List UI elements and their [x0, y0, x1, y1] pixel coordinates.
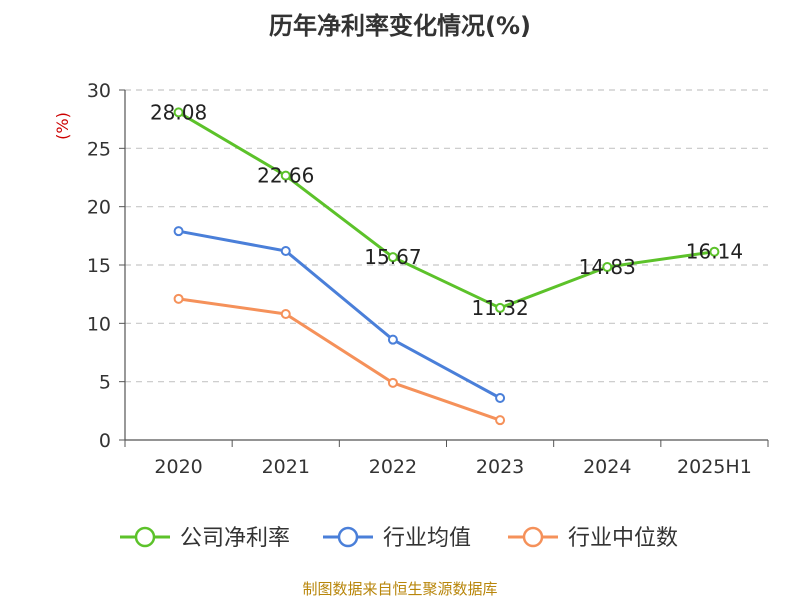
legend-label: 行业中位数	[568, 526, 678, 551]
data-point	[495, 302, 506, 313]
data-point	[602, 261, 613, 272]
legend: 公司净利率 行业均值 行业中位数	[120, 526, 678, 551]
data-point	[387, 334, 398, 345]
data-label: 15.67	[364, 245, 421, 269]
x-tick-label: 2024	[583, 456, 631, 478]
x-tick-label: 2020	[154, 456, 202, 478]
data-point	[173, 107, 184, 118]
axes: 0 5 10 15 20 25 30 2020 2021 2022 2023 2024 2025H1	[87, 80, 769, 478]
y-axis-unit: (%)	[53, 112, 72, 140]
data-label: 14.83	[579, 255, 636, 279]
y-tick-label: 5	[99, 372, 111, 394]
y-tick-label: 20	[87, 197, 111, 219]
data-point	[387, 377, 398, 388]
data-label: 22.66	[257, 164, 314, 188]
source-note: 制图数据来自恒生聚源数据库	[302, 580, 498, 598]
data-labels: 28.08 22.66 15.67 11.32 14.83 16.14	[150, 100, 743, 320]
data-point	[495, 393, 506, 403]
x-tick-label: 2021	[262, 456, 310, 478]
data-point	[173, 293, 184, 304]
data-point	[280, 309, 291, 319]
y-tick-label: 30	[87, 80, 111, 102]
legend-marker	[522, 526, 544, 548]
data-point	[280, 246, 291, 256]
y-tick-label: 15	[87, 255, 111, 277]
legend-marker	[337, 526, 359, 548]
x-tick-label: 2023	[476, 456, 524, 478]
grid-lines	[125, 89, 768, 383]
data-label: 11.32	[471, 296, 528, 320]
chart-title: 历年净利率变化情况(%)	[269, 12, 531, 40]
legend-label: 行业均值	[383, 526, 471, 551]
legend-label: 公司净利率	[180, 526, 290, 551]
data-point	[173, 226, 184, 237]
series-line	[178, 297, 501, 422]
y-tick-label: 0	[99, 430, 111, 452]
data-label: 16.14	[686, 240, 743, 264]
data-point	[495, 415, 506, 426]
data-point	[280, 170, 291, 181]
data-point	[709, 246, 720, 257]
legend-marker	[134, 526, 156, 548]
data-point	[387, 252, 398, 263]
x-tick-label: 2025H1	[677, 456, 752, 478]
y-tick-label: 10	[87, 313, 111, 335]
y-tick-label: 25	[87, 138, 111, 160]
data-label: 28.08	[150, 100, 207, 124]
series-lines	[173, 107, 720, 426]
series-line	[177, 111, 715, 310]
x-tick-label: 2022	[369, 456, 417, 478]
series-line	[178, 229, 501, 400]
